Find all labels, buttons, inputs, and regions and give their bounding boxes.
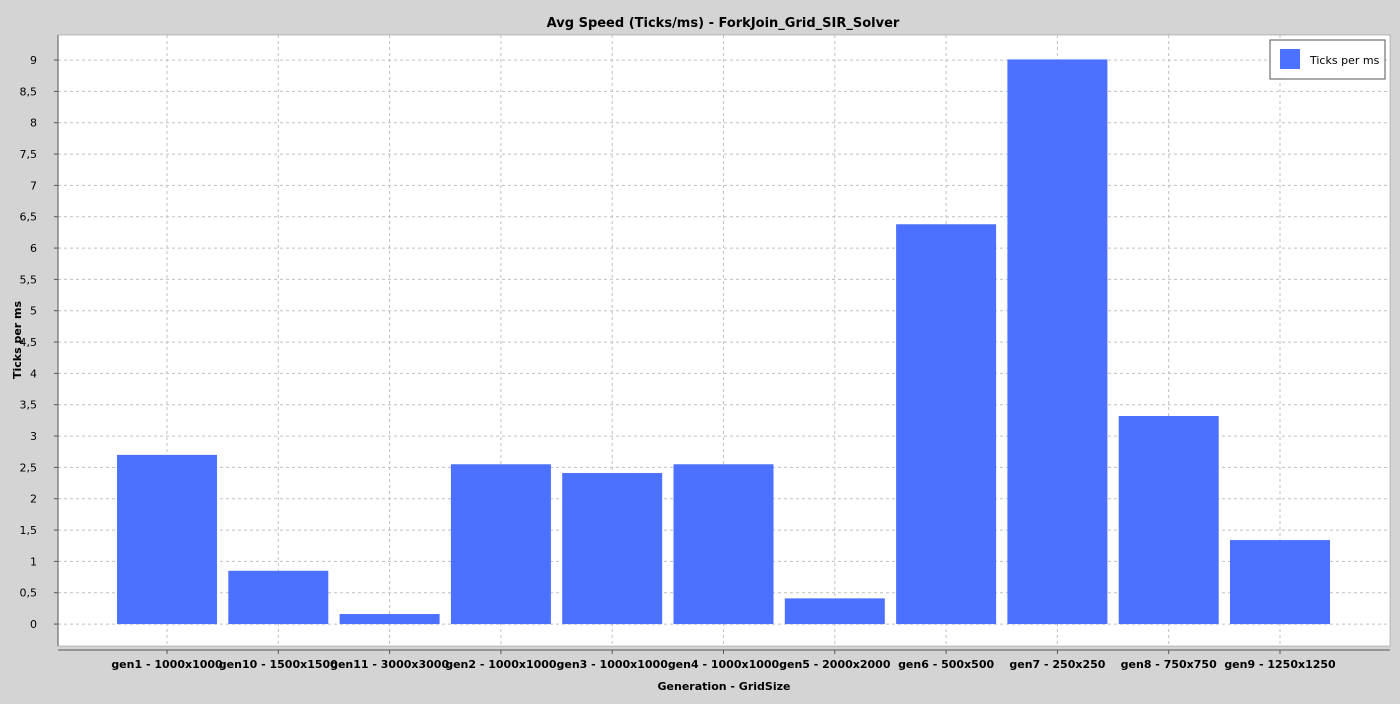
x-tick-label: gen10 - 1500x1500 — [219, 658, 338, 671]
y-tick-label: 0,5 — [20, 587, 38, 600]
x-tick-label: gen8 - 750x750 — [1121, 658, 1217, 671]
legend-label: Ticks per ms — [1309, 54, 1380, 67]
bar — [1230, 540, 1330, 625]
y-tick-label: 4 — [30, 367, 37, 380]
bar — [673, 464, 774, 625]
x-tick-label: gen11 - 3000x3000 — [330, 658, 449, 671]
x-tick-label: gen4 - 1000x1000 — [668, 658, 780, 671]
bar — [339, 614, 440, 625]
x-tick-label: gen2 - 1000x1000 — [445, 658, 557, 671]
y-tick-label: 3,5 — [20, 399, 38, 412]
y-tick-label: 5 — [30, 305, 37, 318]
legend: Ticks per ms — [1269, 39, 1386, 80]
chart-title: Avg Speed (Ticks/ms) - ForkJoin_Grid_SIR… — [547, 16, 900, 31]
x-tick-label: gen3 - 1000x1000 — [557, 658, 669, 671]
y-axis-label: Ticks per ms — [11, 301, 24, 380]
bar — [228, 570, 329, 625]
y-tick-label: 7,5 — [20, 148, 38, 161]
x-axis-label: Generation - GridSize — [658, 680, 791, 693]
x-tick-label: gen6 - 500x500 — [898, 658, 994, 671]
y-tick-label: 8,5 — [20, 85, 38, 98]
x-tick-label: gen1 - 1000x1000 — [111, 658, 223, 671]
bar — [896, 224, 997, 625]
y-tick-label: 1,5 — [20, 524, 38, 537]
y-tick-label: 1 — [30, 555, 37, 568]
y-tick-label: 6 — [30, 242, 37, 255]
y-tick-label: 2,5 — [20, 461, 38, 474]
bar — [450, 464, 551, 625]
bar — [1007, 59, 1108, 625]
y-tick-label: 3 — [30, 430, 37, 443]
bar — [1118, 416, 1219, 625]
bar — [117, 454, 217, 625]
y-tick-label: 7 — [30, 179, 37, 192]
y-tick-label: 4,5 — [20, 336, 38, 349]
y-tick-label: 2 — [30, 493, 37, 506]
y-tick-label: 6,5 — [20, 211, 38, 224]
legend-swatch — [1280, 49, 1300, 69]
x-tick-label: gen9 - 1250x1250 — [1224, 658, 1336, 671]
bar — [562, 473, 663, 625]
plot-area: 0 0,5 1 1,5 2 2,5 3 3,5 4 4,5 5 5,5 6 6,5 7 7,5 8 8,5 9 gen… — [20, 34, 1391, 671]
x-tick-label: gen7 - 250x250 — [1009, 658, 1105, 671]
y-tick-label: 8 — [30, 117, 37, 130]
y-tick-label: 5,5 — [20, 273, 38, 286]
x-tick-label: gen5 - 2000x2000 — [779, 658, 891, 671]
y-tick-label: 9 — [30, 54, 37, 67]
y-tick-label: 0 — [30, 618, 37, 631]
bar — [784, 598, 885, 625]
